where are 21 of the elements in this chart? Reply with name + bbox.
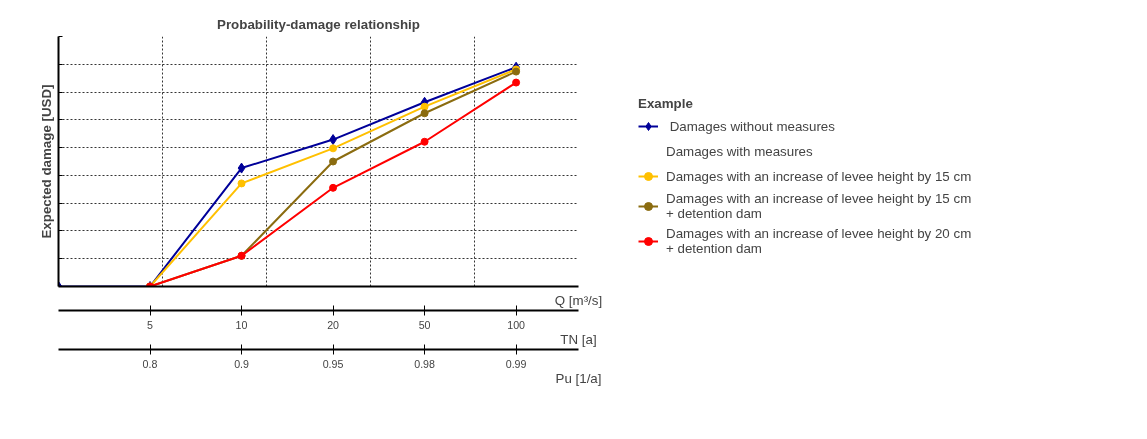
- x-tick-label: 20: [327, 318, 340, 331]
- chart-title: Probability-damage relationship: [217, 16, 420, 32]
- x-tick-label: 5: [147, 318, 154, 331]
- x-axis-title: TN [a]: [560, 331, 597, 347]
- annotation: 0.99: [505, 357, 527, 370]
- legend-label: Damages with an increase of levee height by 20 cm + detention dam: [666, 226, 972, 256]
- legend-label: Damages without measures: [668, 118, 835, 134]
- x-tick-label: 10: [235, 318, 248, 331]
- legend-label: Damages with an increase of levee height by 15 cm: [666, 168, 972, 184]
- legend-title: Example: [638, 96, 694, 111]
- text: Damages with measures: [666, 143, 813, 159]
- x-tick-label: 100: [507, 318, 526, 331]
- annotation: 0.8: [142, 357, 158, 370]
- y-axis-title: Expected damage [USD]: [38, 84, 54, 239]
- text: Q [m³/s]: [554, 292, 603, 308]
- annotation: 0.95: [322, 357, 344, 370]
- legend-label: Damages with an increase of levee height by 15 cm + detention dam: [666, 191, 972, 221]
- annotation: 0.98: [414, 357, 436, 370]
- x-tick-label: 50: [418, 318, 431, 331]
- annotation: 0.9: [234, 357, 250, 370]
- text: Pu [1/a]: [555, 370, 602, 386]
